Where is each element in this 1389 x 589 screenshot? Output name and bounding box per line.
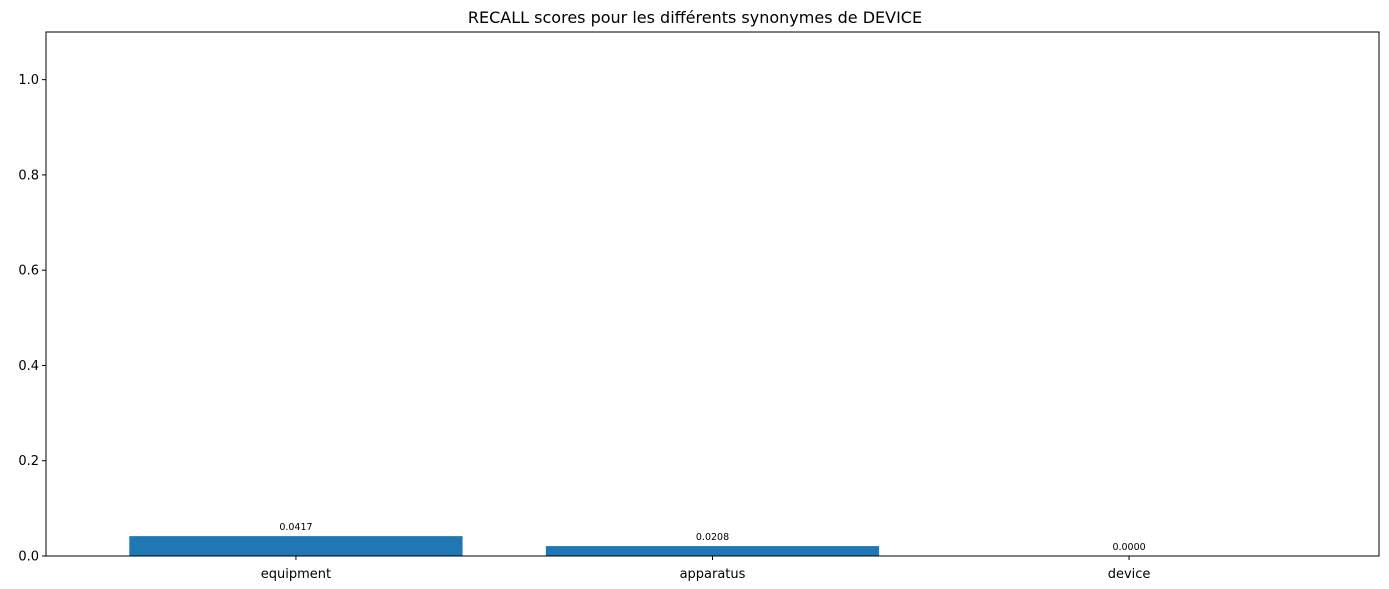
y-tick-label: 0.2 xyxy=(18,454,39,469)
data-labels-group: 0.0417 0.0208 0.0000 xyxy=(279,522,1145,553)
data-label-equipment: 0.0417 xyxy=(279,522,312,533)
data-label-device: 0.0000 xyxy=(1112,542,1145,553)
x-axis: equipment apparatus device xyxy=(261,556,1151,582)
bar-apparatus xyxy=(545,546,880,556)
bar-equipment xyxy=(129,536,463,556)
x-tick-label-apparatus: apparatus xyxy=(680,567,746,582)
y-tick-label: 0.0 xyxy=(18,550,39,565)
x-tick-label-device: device xyxy=(1108,567,1151,582)
y-tick-label: 0.6 xyxy=(18,264,39,279)
y-tick-label: 1.0 xyxy=(18,73,39,88)
y-tick-label: 0.8 xyxy=(18,168,39,183)
bars-group xyxy=(129,536,880,556)
y-tick-label: 0.4 xyxy=(18,359,39,374)
y-axis: 0.0 0.2 0.4 0.6 0.8 1.0 xyxy=(18,73,46,565)
data-label-apparatus: 0.0208 xyxy=(696,532,729,543)
chart-title: RECALL scores pour les différents synony… xyxy=(468,8,922,27)
x-tick-label-equipment: equipment xyxy=(261,567,331,582)
plot-frame xyxy=(45,31,1380,557)
